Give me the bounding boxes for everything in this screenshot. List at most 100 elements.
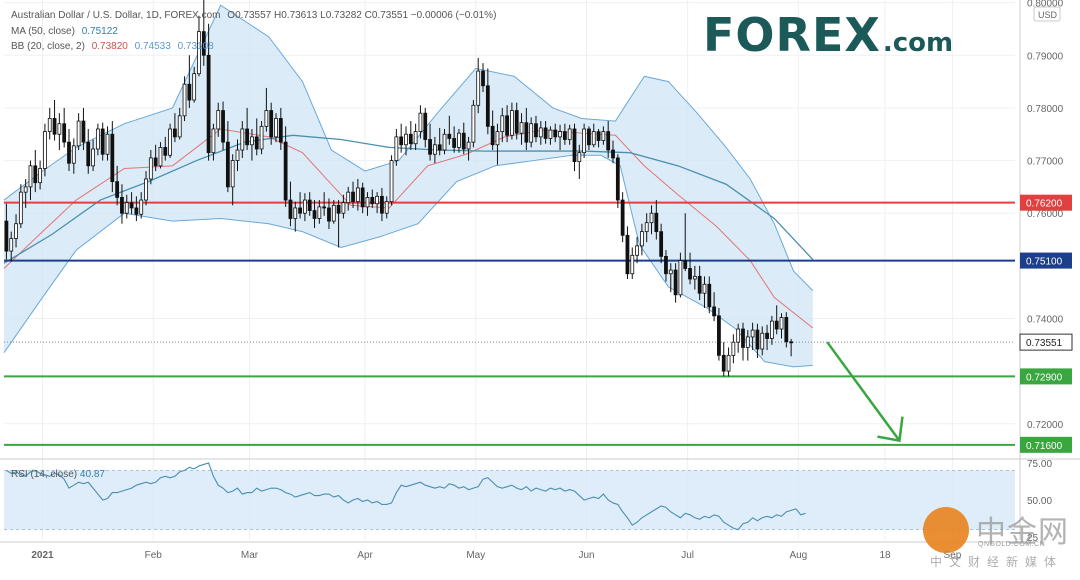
candle-body: [62, 123, 67, 143]
candle-body: [182, 83, 187, 117]
candle-body: [659, 231, 664, 257]
watermark-url: QNGOLD.COM.CN: [978, 541, 1046, 548]
x-tick-label: Jul: [681, 550, 694, 561]
forex-logo: FOREX.com: [703, 8, 953, 62]
y-tick-label: 0.72000: [1027, 420, 1064, 431]
candle-body: [769, 320, 774, 339]
candle-body: [71, 145, 76, 164]
candle-body: [437, 144, 442, 151]
candle-body: [640, 231, 644, 247]
candle-body: [558, 131, 562, 138]
header-line-1: Australian Dollar / U.S. Dollar, 1D, FOR…: [11, 10, 500, 21]
candle-body: [490, 125, 495, 146]
candle-body: [755, 329, 760, 350]
candle-body: [380, 195, 384, 214]
candle-body: [524, 122, 529, 143]
candle-body: [784, 317, 789, 343]
candle-body: [664, 255, 668, 275]
candle-body: [485, 85, 490, 127]
candle-body: [625, 234, 630, 275]
candle-body: [91, 148, 95, 167]
x-tick-label: Apr: [357, 550, 373, 561]
forecast-arrowhead: [877, 416, 904, 443]
candle-body: [322, 206, 327, 209]
bb-upper-value: 0.74533: [134, 41, 171, 52]
candle-body: [606, 131, 611, 151]
candle-body: [548, 129, 553, 139]
candle-body: [216, 110, 221, 130]
candle-body: [124, 202, 129, 214]
y-tick-label: 0.80000: [1027, 0, 1064, 10]
candle-body: [95, 128, 100, 150]
candle-body: [428, 139, 432, 155]
candle-body: [553, 129, 558, 138]
candle-body: [134, 207, 139, 215]
candle-body: [33, 165, 38, 184]
candle-body: [615, 157, 620, 201]
rsi-label: RSI (14, close) 40.87: [11, 469, 105, 480]
candle-body: [269, 110, 274, 138]
watermark: 中金网 QNGOLD.COM.CN 中文财经新媒体: [920, 505, 1080, 575]
candle-body: [408, 133, 413, 145]
candle-body: [452, 138, 457, 148]
candle-body: [346, 191, 351, 204]
candle-body: [163, 147, 168, 156]
candle-body: [298, 207, 302, 214]
level-price-tag: [1020, 252, 1072, 269]
y-tick-label: 0.76000: [1027, 209, 1064, 220]
candle-body: [620, 199, 625, 236]
logo-suffix: .com: [882, 28, 954, 58]
candle-body: [105, 133, 110, 155]
candle-body: [288, 199, 293, 219]
candle-body: [303, 199, 307, 214]
level-price-label: 0.76200: [1026, 199, 1063, 210]
candle-body: [591, 131, 596, 146]
x-tick-label: May: [466, 550, 485, 561]
candle-body: [360, 187, 365, 208]
rsi-tick-label: 25: [1027, 533, 1039, 544]
candle-body: [649, 212, 654, 224]
currency-box: [1033, 6, 1061, 22]
candle-body: [168, 128, 172, 156]
candle-body: [538, 127, 543, 138]
candle-body: [375, 195, 379, 205]
candle-body: [274, 118, 278, 138]
level-price-tag: [1020, 194, 1072, 211]
candle-body: [230, 160, 235, 188]
level-price-label: 0.71600: [1026, 441, 1063, 452]
candle-body: [678, 260, 683, 296]
candle-body: [702, 283, 707, 294]
candle-body: [384, 201, 389, 214]
candle-body: [683, 260, 688, 269]
bb-label: BB (20, close, 2): [11, 41, 85, 52]
candle-body: [139, 199, 144, 215]
candle-body: [399, 136, 404, 146]
candle-body: [562, 131, 567, 140]
candle-body: [630, 254, 635, 275]
candle-body: [750, 329, 755, 338]
candle-body: [283, 141, 288, 201]
candle-body: [110, 133, 115, 183]
ohlc-values: O0.73557 H0.73613 L0.73282 C0.73551 −0.0…: [227, 10, 497, 21]
forecast-arrow: [826, 341, 901, 442]
candle-body: [221, 110, 225, 143]
candle-body: [534, 123, 538, 138]
candle-body: [18, 191, 23, 225]
candle-body: [644, 222, 649, 233]
candle-body: [726, 354, 731, 372]
candle-body: [197, 31, 201, 75]
x-tick-label: Aug: [789, 550, 807, 561]
rsi-value: 40.87: [80, 469, 105, 480]
x-tick-label: 2021: [31, 550, 54, 561]
candle-body: [365, 197, 370, 208]
candle-body: [736, 328, 741, 343]
candle-body: [259, 125, 264, 150]
candle-body: [187, 83, 192, 101]
candle-body: [67, 141, 71, 164]
candle-body: [692, 275, 697, 280]
candle-body: [4, 220, 9, 252]
candle-body: [577, 152, 582, 163]
candle-body: [432, 144, 437, 155]
candle-body: [336, 204, 341, 214]
candle-body: [173, 128, 177, 138]
